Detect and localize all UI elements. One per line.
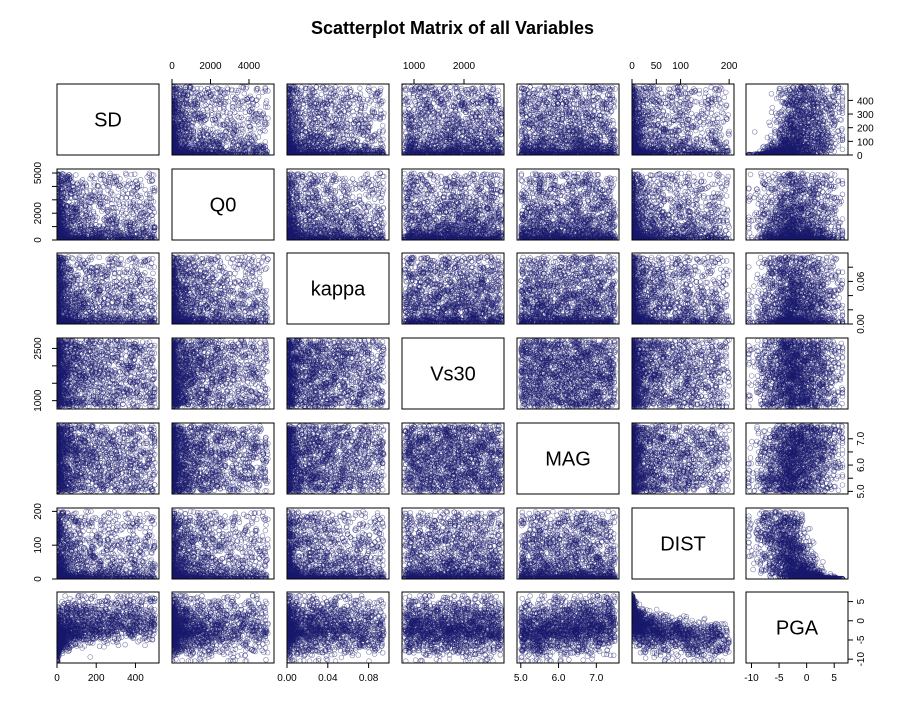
data-point — [242, 91, 247, 96]
data-point — [372, 87, 377, 92]
data-point — [252, 127, 257, 132]
data-point — [357, 86, 362, 91]
panel-SD-vs-MAG — [517, 84, 619, 157]
data-point — [226, 99, 231, 104]
data-point — [260, 90, 265, 95]
point-group — [402, 84, 504, 157]
data-point — [256, 135, 261, 140]
data-point — [207, 99, 212, 104]
data-point — [258, 109, 263, 114]
data-point — [199, 86, 204, 91]
variable-label: SD — [94, 110, 122, 132]
data-point — [215, 91, 220, 96]
point-group — [518, 84, 617, 157]
data-point — [378, 108, 383, 113]
panel-SD-vs-Q0 — [170, 84, 274, 157]
data-point — [496, 98, 501, 103]
panel-SD-vs-SD: SD — [57, 84, 159, 155]
data-point — [448, 85, 453, 90]
point-group — [285, 84, 387, 157]
panel-SD-vs-kappa — [285, 84, 389, 157]
point-group — [170, 84, 271, 157]
data-point — [319, 92, 324, 97]
data-point — [221, 114, 226, 119]
data-point — [266, 116, 271, 121]
data-point — [209, 108, 214, 113]
data-point — [255, 87, 260, 92]
data-point — [224, 110, 229, 115]
panel-SD-vs-Vs30 — [402, 84, 504, 157]
data-point — [225, 86, 230, 91]
data-point — [380, 123, 385, 128]
